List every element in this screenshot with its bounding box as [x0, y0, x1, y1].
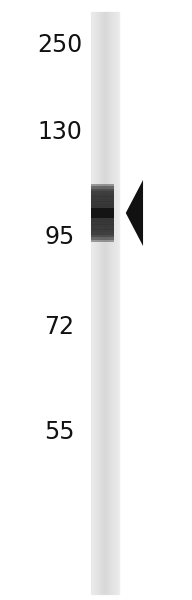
- Polygon shape: [126, 180, 143, 246]
- Bar: [109, 12, 110, 594]
- Bar: [96, 12, 97, 594]
- Text: 95: 95: [44, 225, 75, 249]
- Bar: [91, 219, 114, 230]
- Bar: [101, 12, 102, 594]
- Bar: [95, 12, 96, 594]
- Bar: [106, 12, 107, 594]
- Bar: [110, 12, 111, 594]
- Text: 72: 72: [45, 315, 74, 339]
- Bar: [91, 224, 114, 235]
- Bar: [91, 217, 114, 227]
- Bar: [91, 194, 114, 205]
- Bar: [102, 12, 103, 594]
- Bar: [105, 12, 106, 594]
- Bar: [92, 12, 93, 594]
- Bar: [91, 199, 114, 209]
- Bar: [91, 209, 114, 220]
- Bar: [91, 188, 114, 199]
- Bar: [91, 196, 114, 207]
- Bar: [99, 12, 100, 594]
- Bar: [98, 12, 99, 594]
- Bar: [113, 12, 114, 594]
- Bar: [91, 221, 114, 232]
- Bar: [91, 232, 114, 242]
- Bar: [91, 208, 114, 218]
- Bar: [111, 12, 112, 594]
- Bar: [91, 12, 92, 594]
- Bar: [91, 211, 114, 222]
- Bar: [104, 12, 105, 594]
- Bar: [107, 12, 108, 594]
- Bar: [91, 229, 114, 240]
- Bar: [93, 12, 94, 594]
- Bar: [91, 227, 114, 238]
- Bar: [108, 12, 109, 594]
- Text: 250: 250: [37, 33, 82, 57]
- Bar: [117, 12, 118, 594]
- Text: 55: 55: [44, 420, 75, 444]
- Bar: [94, 12, 95, 594]
- Text: 130: 130: [37, 120, 82, 144]
- Bar: [97, 12, 98, 594]
- Bar: [91, 186, 114, 197]
- Bar: [91, 12, 119, 594]
- Bar: [100, 12, 101, 594]
- Bar: [91, 214, 114, 225]
- Bar: [91, 206, 114, 217]
- Bar: [103, 12, 104, 594]
- Bar: [91, 184, 114, 194]
- Bar: [91, 201, 114, 212]
- Bar: [115, 12, 116, 594]
- Bar: [114, 12, 115, 594]
- Bar: [112, 12, 113, 594]
- Bar: [91, 204, 114, 215]
- Bar: [116, 12, 117, 594]
- Bar: [118, 12, 119, 594]
- Bar: [91, 191, 114, 202]
